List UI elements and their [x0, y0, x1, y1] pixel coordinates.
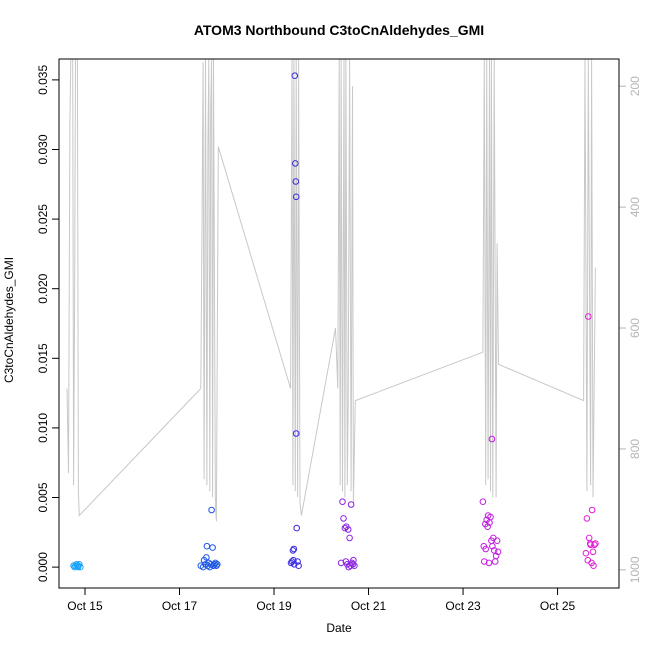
data-point-4-16 — [491, 558, 499, 565]
data-point-3-15 — [351, 562, 358, 570]
x-tick-label-4: Oct 23 — [445, 599, 481, 613]
data-point-2-13 — [295, 562, 302, 570]
data-point-2-10 — [292, 430, 300, 437]
data-point-4-8 — [485, 559, 493, 567]
data-point-4-12 — [488, 435, 496, 443]
data-point-2-2 — [289, 547, 297, 554]
y-tick-label-2: 0.010 — [36, 413, 50, 443]
data-point-4-2 — [481, 558, 488, 565]
x-tick-label-5: Oct 25 — [540, 599, 576, 613]
data-point-5-3 — [585, 313, 592, 320]
data-point-5-10 — [590, 562, 597, 570]
data-point-5-0 — [582, 549, 590, 557]
data-point-1-16 — [214, 561, 221, 568]
data-point-3-2 — [340, 515, 347, 522]
x-tick-label-1: Oct 17 — [162, 599, 198, 613]
data-point-3-9 — [346, 534, 353, 542]
data-point-2-6 — [291, 72, 299, 79]
y-tick-label-4: 0.020 — [36, 273, 50, 303]
data-point-2-9 — [292, 193, 300, 201]
data-point-4-17 — [492, 552, 500, 560]
data-point-2-12 — [294, 558, 301, 565]
x-axis-label: Date — [326, 621, 352, 635]
data-point-2-8 — [292, 178, 300, 185]
right-tick-label-2: 600 — [628, 318, 642, 338]
left-axis: 0.000 0.005 0.010 0.015 0.020 0.025 0.030 0.035 — [36, 65, 59, 582]
right-tick-label-3: 800 — [628, 439, 642, 459]
data-point-4-15 — [490, 547, 498, 554]
data-point-2-7 — [292, 160, 299, 167]
x-tick-label-2: Oct 19 — [256, 599, 292, 613]
data-point-4-18 — [493, 537, 501, 545]
data-point-3-1 — [339, 498, 346, 506]
data-point-1-10 — [208, 506, 215, 514]
data-point-4-4 — [482, 545, 490, 553]
y-tick-label-0: 0.000 — [36, 552, 50, 582]
data-point-5-8 — [588, 506, 596, 514]
scatter-layer — [70, 72, 599, 571]
data-point-5-6 — [587, 541, 594, 549]
data-point-5-12 — [592, 540, 599, 547]
y-tick-label-3: 0.015 — [36, 343, 50, 373]
chart-title: ATOM3 Northbound C3toCnAldehydes_GMI — [194, 22, 484, 38]
data-point-1-15 — [213, 562, 220, 570]
data-point-4-13 — [489, 542, 496, 550]
data-point-2-11 — [293, 524, 301, 532]
pressure-trace-layer — [66, 58, 596, 522]
data-point-3-7 — [344, 526, 352, 533]
x-tick-label-0: Oct 15 — [67, 599, 103, 613]
data-point-1-8 — [206, 563, 214, 571]
y-tick-label-5: 0.025 — [36, 204, 50, 234]
data-point-1-4 — [203, 554, 210, 561]
plot-frame — [58, 58, 620, 589]
data-point-4-19 — [494, 548, 502, 556]
right-tick-label-4: 1000 — [628, 556, 642, 583]
data-point-5-11 — [591, 541, 598, 549]
pressure-trace-line — [66, 58, 596, 522]
data-point-3-11 — [347, 501, 355, 508]
right-tick-label-0: 200 — [628, 76, 642, 96]
data-point-3-13 — [349, 561, 357, 568]
right-tick-label-1: 400 — [628, 197, 642, 217]
y-axis-label: C3toCnAldehydes_GMI — [2, 257, 16, 383]
data-point-1-11 — [209, 544, 216, 551]
y-tick-label-1: 0.005 — [36, 482, 50, 512]
data-point-0-6 — [75, 562, 82, 570]
data-point-2-4 — [290, 545, 298, 553]
x-tick-label-3: Oct 21 — [351, 599, 387, 613]
bottom-axis: Oct 15 Oct 17 Oct 19 Oct 21 Oct 23 Oct 25 — [67, 588, 576, 613]
data-point-5-1 — [583, 515, 591, 522]
data-point-4-10 — [487, 513, 494, 521]
y-tick-label-6: 0.030 — [36, 134, 50, 164]
data-point-3-3 — [341, 524, 349, 532]
data-point-5-4 — [585, 534, 593, 542]
data-point-5-9 — [589, 548, 597, 556]
y-tick-label-7: 0.035 — [36, 65, 50, 95]
data-point-4-6 — [484, 523, 491, 531]
right-axis: 200 400 600 800 1000 — [619, 76, 642, 583]
data-point-1-13 — [211, 561, 218, 568]
data-point-1-14 — [212, 559, 219, 567]
data-point-0-7 — [76, 561, 83, 568]
data-point-0-8 — [77, 563, 84, 571]
data-point-2-3 — [290, 556, 297, 564]
data-point-4-0 — [479, 498, 487, 506]
data-point-1-5 — [203, 542, 211, 550]
